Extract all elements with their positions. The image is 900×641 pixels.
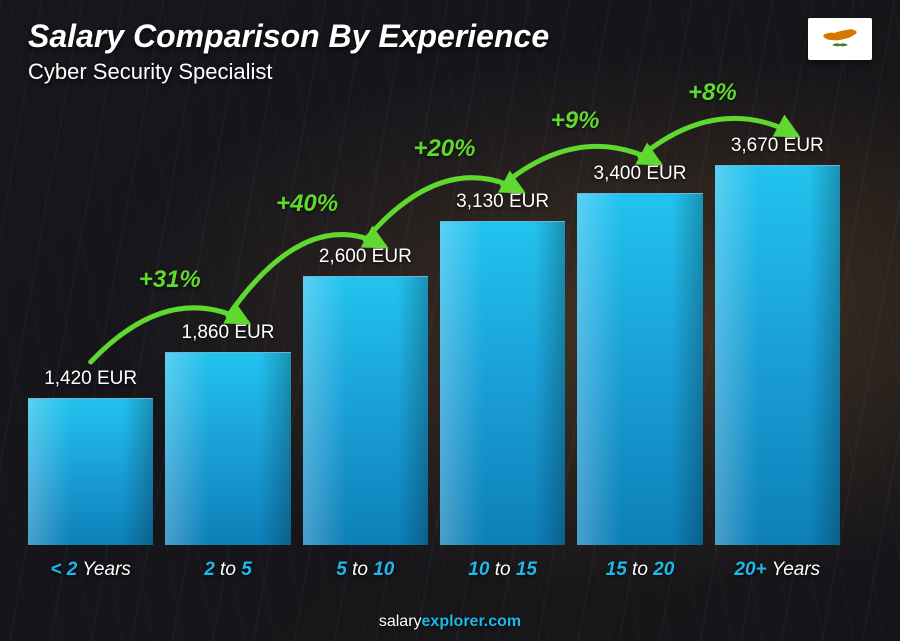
chart-title: Salary Comparison By Experience	[28, 18, 872, 55]
pct-change-label: +31%	[139, 266, 201, 294]
x-axis-label: 20+ Years	[715, 559, 840, 581]
x-axis-label: 2 to 5	[165, 559, 290, 581]
infographic: Salary Comparison By Experience Cyber Se…	[0, 0, 900, 641]
pct-texts-layer: +31%+40%+20%+9%+8%	[28, 110, 840, 545]
pct-change-label: +40%	[276, 190, 338, 218]
pct-change-label: +8%	[688, 79, 737, 107]
pct-change-label: +9%	[551, 107, 600, 135]
header: Salary Comparison By Experience Cyber Se…	[28, 18, 872, 85]
x-axis-label: 15 to 20	[577, 559, 702, 581]
x-axis-label: 5 to 10	[303, 559, 428, 581]
x-axis-label: 10 to 15	[440, 559, 565, 581]
footer-suffix: explorer.com	[422, 613, 522, 630]
pct-change-label: +20%	[413, 135, 475, 163]
flag-island-shape	[823, 29, 856, 40]
flag-cyprus	[808, 18, 872, 60]
x-axis-labels: < 2 Years 2 to 5 5 to 10 10 to 15 15 to 20 20…	[28, 559, 840, 581]
flag-leaves	[832, 43, 848, 46]
footer-credit: salaryexplorer.com	[0, 613, 900, 631]
footer-prefix: salary	[379, 613, 422, 630]
chart-subtitle: Cyber Security Specialist	[28, 59, 872, 85]
x-axis-label: < 2 Years	[28, 559, 153, 581]
chart-area: 1,420 EUR1,860 EUR2,600 EUR3,130 EUR3,40…	[28, 110, 840, 581]
